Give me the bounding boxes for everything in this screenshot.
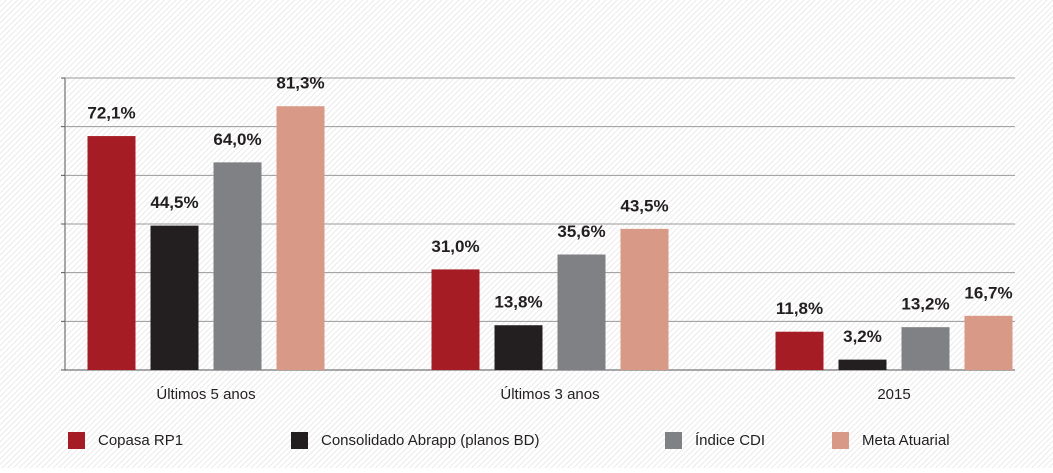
x-tick-label: 2015: [877, 386, 910, 403]
bar: [213, 162, 262, 370]
bar: [276, 106, 325, 370]
bar: [431, 269, 480, 370]
value-label: 44,5%: [150, 193, 198, 212]
value-label: 35,6%: [557, 222, 605, 241]
legend-swatch: [832, 432, 849, 449]
legend-swatch: [291, 432, 308, 449]
x-tick-label: Últimos 3 anos: [500, 386, 599, 403]
value-label: 3,2%: [843, 327, 882, 346]
value-label: 13,2%: [901, 295, 949, 314]
legend-label: Índice CDI: [695, 432, 765, 449]
bar: [150, 225, 199, 370]
value-label: 43,5%: [620, 196, 668, 215]
value-label: 11,8%: [776, 299, 823, 318]
bar: [87, 136, 136, 370]
bar: [494, 325, 543, 370]
legend-label: Consolidado Abrapp (planos BD): [321, 432, 539, 449]
bar: [838, 359, 887, 370]
value-label: 31,0%: [431, 237, 479, 256]
bar: [775, 331, 824, 370]
legend-swatch: [665, 432, 682, 449]
legend-label: Meta Atuarial: [862, 432, 950, 449]
value-label: 16,7%: [964, 283, 1012, 302]
legend-label: Copasa RP1: [98, 432, 183, 449]
value-label: 64,0%: [213, 130, 261, 149]
bar: [557, 254, 606, 370]
bar: [620, 228, 669, 370]
bar: [964, 315, 1013, 370]
x-tick-label: Últimos 5 anos: [156, 386, 255, 403]
value-label: 72,1%: [87, 104, 135, 123]
legend-swatch: [68, 432, 85, 449]
bar: [901, 327, 950, 370]
value-label: 13,8%: [494, 293, 542, 312]
value-label: 81,3%: [276, 74, 324, 93]
